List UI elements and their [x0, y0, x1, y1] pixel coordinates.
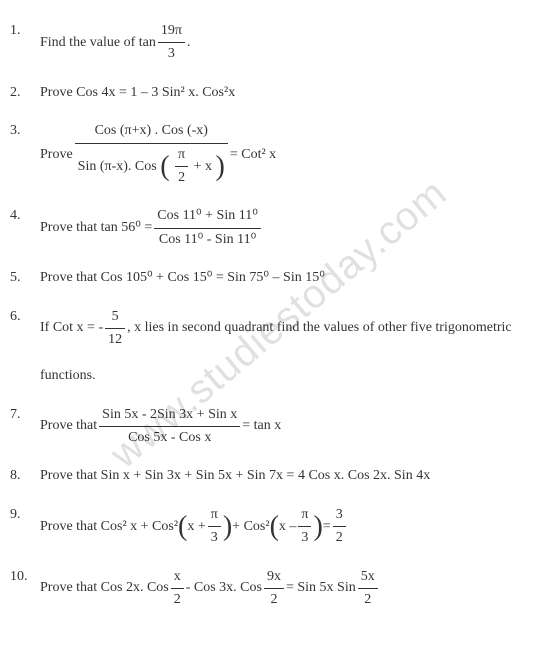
text: functions.	[40, 365, 547, 387]
text: + Cos²	[232, 516, 269, 538]
question-2: 2. Prove Cos 4x = 1 – 3 Sin² x. Cos²x	[10, 82, 547, 104]
question-number: 2.	[10, 82, 40, 104]
text: Prove	[40, 144, 73, 166]
question-number: 9.	[10, 504, 40, 526]
question-content: Prove that Sin 5x - 2Sin 3x + Sin x Cos …	[40, 404, 547, 450]
paren-icon: )	[216, 150, 225, 181]
question-6: 6. If Cot x = - 5 12 , x lies in second …	[10, 306, 547, 388]
question-7: 7. Prove that Sin 5x - 2Sin 3x + Sin x C…	[10, 404, 547, 450]
question-number: 1.	[10, 20, 40, 42]
question-8: 8. Prove that Sin x + Sin 3x + Sin 5x + …	[10, 465, 547, 487]
question-content: If Cot x = - 5 12 , x lies in second qua…	[40, 306, 547, 388]
text: Prove that Cos 2x. Cos	[40, 577, 169, 599]
fraction: π 2	[175, 144, 188, 190]
text: Prove that Cos² x + Cos²	[40, 516, 178, 538]
question-10: 10. Prove that Cos 2x. Cos x 2 - Cos 3x.…	[10, 566, 547, 612]
text: , x lies in second quadrant find the val…	[127, 317, 512, 339]
question-5: 5. Prove that Cos 105⁰ + Cos 15⁰ = Sin 7…	[10, 267, 547, 289]
question-number: 10.	[10, 566, 40, 588]
text: = Cot² x	[230, 144, 276, 166]
paren-icon: (	[160, 150, 169, 181]
question-content: Find the value of tan 19π 3 .	[40, 20, 547, 66]
question-content: Prove that Cos 105⁰ + Cos 15⁰ = Sin 75⁰ …	[40, 267, 547, 289]
text: .	[187, 32, 191, 54]
fraction: x 2	[171, 566, 184, 612]
question-content: Prove Cos 4x = 1 – 3 Sin² x. Cos²x	[40, 82, 547, 104]
text: Find the value of tan	[40, 32, 156, 54]
text: =	[323, 516, 331, 538]
fraction: Cos (π+x) . Cos (-x) Sin (π-x). Cos ( π …	[75, 120, 228, 189]
question-number: 5.	[10, 267, 40, 289]
fraction: 9x 2	[264, 566, 284, 612]
question-content: Prove that Cos 2x. Cos x 2 - Cos 3x. Cos…	[40, 566, 547, 612]
fraction: 5x 2	[358, 566, 378, 612]
question-1: 1. Find the value of tan 19π 3 .	[10, 20, 547, 66]
text: = tan x	[242, 415, 281, 437]
text: = Sin 5x Sin	[286, 577, 356, 599]
question-content: Prove that Sin x + Sin 3x + Sin 5x + Sin…	[40, 465, 547, 487]
text: Prove that tan 56⁰ =	[40, 217, 152, 239]
question-number: 4.	[10, 205, 40, 227]
question-3: 3. Prove Cos (π+x) . Cos (-x) Sin (π-x).…	[10, 120, 547, 189]
question-number: 8.	[10, 465, 40, 487]
fraction: 5 12	[105, 306, 125, 352]
question-content: Prove that tan 56⁰ = Cos 11⁰ + Sin 11⁰ C…	[40, 205, 547, 251]
question-number: 6.	[10, 306, 40, 328]
question-number: 7.	[10, 404, 40, 426]
text: - Cos 3x. Cos	[186, 577, 262, 599]
fraction: Cos 11⁰ + Sin 11⁰ Cos 11⁰ - Sin 11⁰	[154, 205, 261, 251]
question-4: 4. Prove that tan 56⁰ = Cos 11⁰ + Sin 11…	[10, 205, 547, 251]
fraction: Sin 5x - 2Sin 3x + Sin x Cos 5x - Cos x	[99, 404, 240, 450]
text: Prove that	[40, 415, 97, 437]
question-number: 3.	[10, 120, 40, 142]
text: If Cot x = -	[40, 317, 103, 339]
question-content: Prove Cos (π+x) . Cos (-x) Sin (π-x). Co…	[40, 120, 547, 189]
fraction: 19π 3	[158, 20, 185, 66]
